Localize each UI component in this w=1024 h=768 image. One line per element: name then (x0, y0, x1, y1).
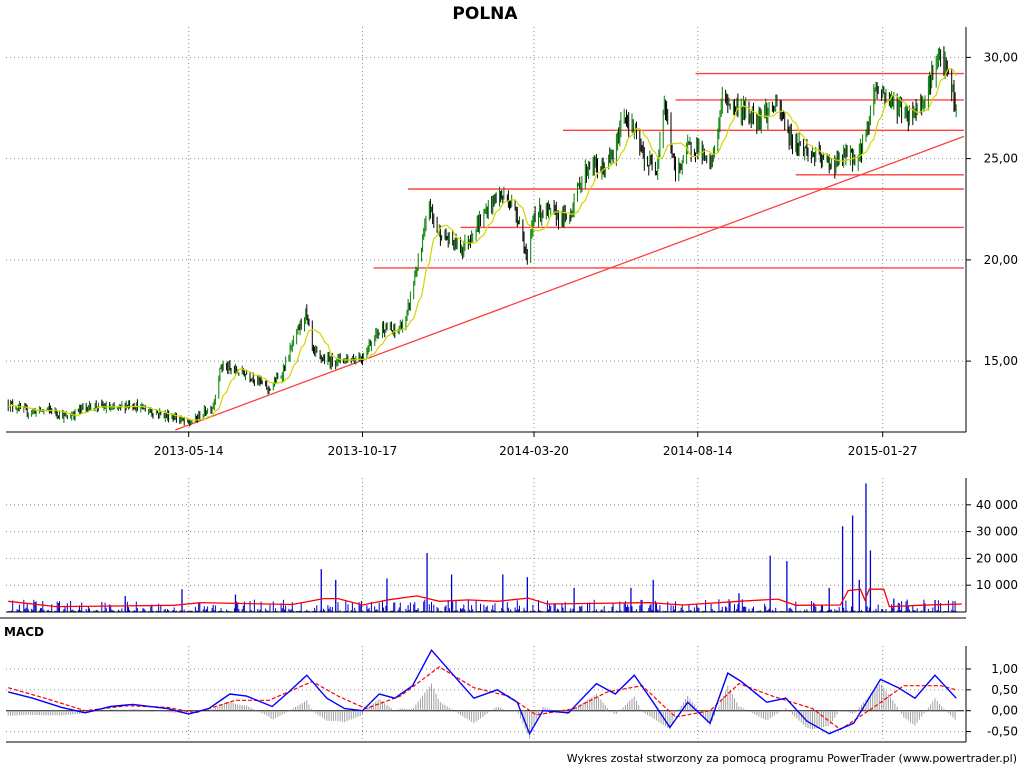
macd-y-tick-label: 1,00 (991, 662, 1018, 676)
price-y-tick-label: 15,00 (984, 354, 1018, 368)
price-y-tick-label: 20,00 (984, 253, 1018, 267)
macd-y-tick-label: 0,00 (991, 704, 1018, 718)
x-tick-label: 2013-10-17 (328, 444, 398, 458)
volume-y-tick-label: 10 000 (976, 578, 1018, 592)
volume-panel: 10 000 20 000 30 000 40 000 (0, 478, 1018, 619)
volume-y-tick-label: 30 000 (976, 525, 1018, 539)
x-tick-label: 2014-03-20 (499, 444, 569, 458)
volume-y-tick-label: 40 000 (976, 498, 1018, 512)
moving-average-line (7, 68, 957, 421)
chart-title: POLNA (452, 4, 518, 24)
footer-credit: Wykres został stworzony za pomocą progra… (567, 752, 1017, 765)
macd-y-tick-label: -0,50 (987, 725, 1018, 739)
macd-line (8, 648, 957, 736)
x-tick-label: 2013-05-14 (154, 444, 224, 458)
price-panel: 2013-05-14 2013-10-17 2014-03-20 2014-08-14… (6, 27, 1018, 458)
x-tick-label: 2015-01-27 (848, 444, 918, 458)
x-tick-label: 2014-08-14 (663, 444, 733, 458)
macd-panel: MACD -0,50 0,00 0,50 1,00 (4, 625, 1018, 743)
volume-average-line (8, 588, 962, 608)
trend-line (175, 135, 965, 431)
macd-label: MACD (4, 625, 44, 639)
price-y-tick-label: 30,00 (984, 50, 1018, 64)
macd-y-tick-label: 0,50 (991, 683, 1018, 697)
volume-y-tick-label: 20 000 (976, 551, 1018, 565)
price-y-tick-label: 25,00 (984, 152, 1018, 166)
macd-signal-line (8, 666, 957, 731)
